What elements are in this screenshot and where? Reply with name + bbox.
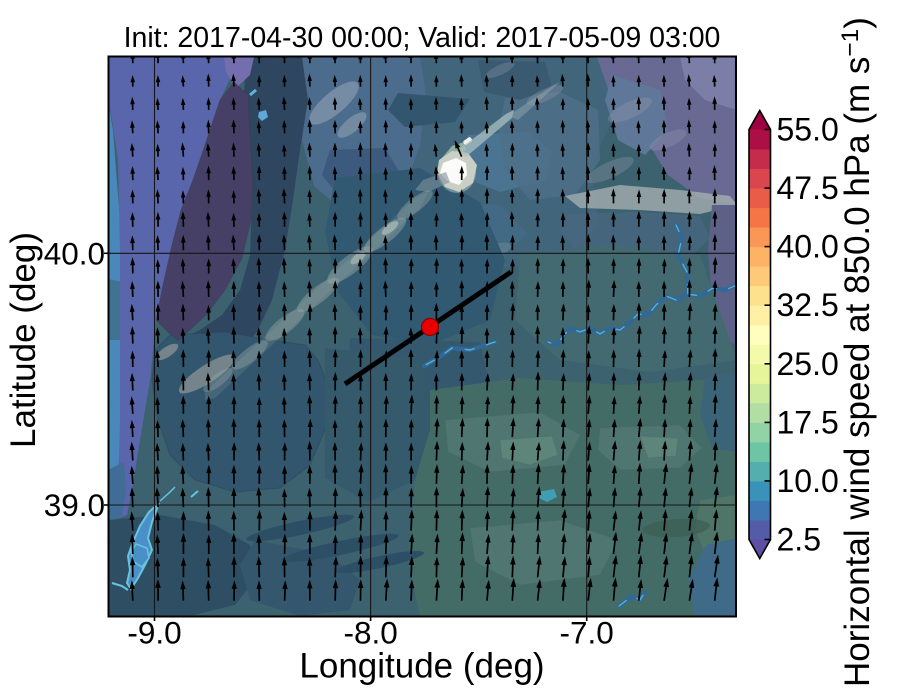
svg-text:40.0: 40.0: [44, 235, 105, 271]
svg-text:17.5: 17.5: [777, 404, 839, 440]
svg-text:32.5: 32.5: [777, 287, 839, 323]
svg-text:-7.0: -7.0: [560, 615, 614, 651]
svg-text:55.0: 55.0: [777, 112, 839, 148]
svg-text:40.0: 40.0: [777, 229, 839, 265]
svg-text:39.0: 39.0: [44, 487, 105, 523]
svg-text:-8.0: -8.0: [343, 615, 397, 651]
svg-text:10.0: 10.0: [777, 463, 839, 499]
svg-text:Horizontal wind speed at 850.0: Horizontal wind speed at 850.0 hPa (m s−…: [837, 17, 877, 687]
svg-text:-9.0: -9.0: [127, 615, 181, 651]
svg-text:25.0: 25.0: [777, 346, 839, 382]
svg-text:47.5: 47.5: [777, 170, 839, 206]
svg-text:Init: 2017-04-30 00:00; Valid:: Init: 2017-04-30 00:00; Valid: 2017-05-0…: [124, 22, 721, 54]
svg-text:Longitude (deg): Longitude (deg): [299, 647, 544, 686]
svg-text:Latitude (deg): Latitude (deg): [4, 232, 43, 448]
svg-text:2.5: 2.5: [777, 522, 821, 558]
